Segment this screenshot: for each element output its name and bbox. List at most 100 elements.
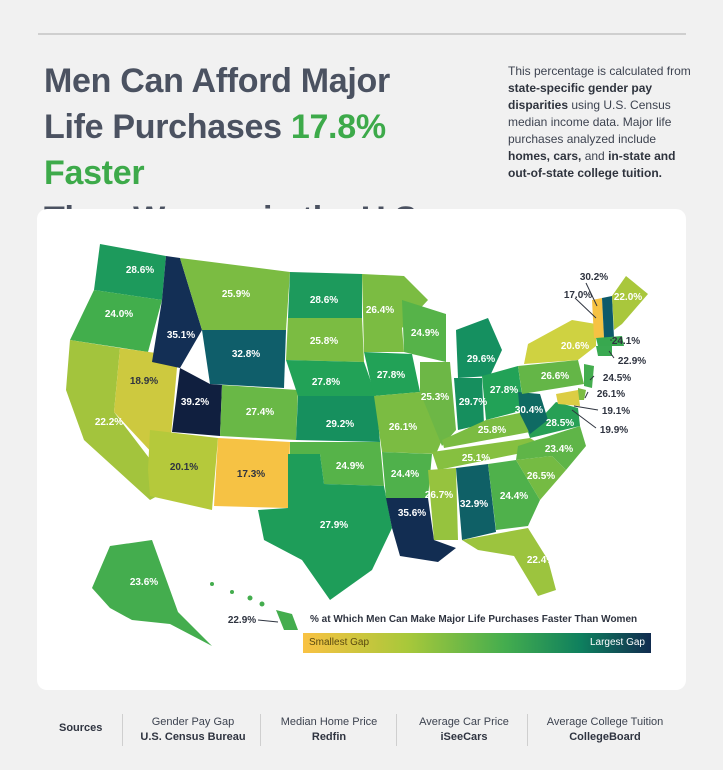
- label-nc: 23.4%: [545, 444, 573, 455]
- state-shape-mt: [180, 258, 290, 330]
- state-shape-nh: [602, 296, 614, 338]
- state-shape-va: [528, 402, 580, 438]
- state-shape-sc: [516, 456, 566, 500]
- source-home-price: Median Home Price Redfin: [280, 716, 378, 743]
- label-nv: 18.9%: [130, 376, 158, 387]
- label-ne: 27.8%: [312, 377, 340, 388]
- label-ms: 26.7%: [425, 490, 453, 501]
- state-shape-ne: [286, 360, 376, 396]
- label-al: 32.9%: [460, 499, 488, 510]
- title-line-1: Men Can Afford Major: [44, 62, 390, 100]
- label-tn: 25.1%: [462, 453, 490, 464]
- label-me: 22.0%: [614, 292, 642, 303]
- label-ca: 22.2%: [95, 417, 123, 428]
- description: This percentage is calculated from state…: [508, 64, 691, 180]
- label-vt: 17.0%: [564, 290, 592, 301]
- label-pa: 26.6%: [541, 371, 569, 382]
- state-shape-pa: [518, 360, 584, 394]
- label-wv: 30.4%: [515, 405, 543, 416]
- state-shape-nj: [584, 364, 594, 388]
- label-ny: 20.6%: [561, 341, 589, 352]
- label-ky: 25.8%: [478, 425, 506, 436]
- sources-label: Sources: [59, 722, 103, 734]
- state-shape-ca: [66, 340, 172, 500]
- state-shape-wa: [94, 244, 166, 300]
- state-shape-wi: [402, 300, 446, 362]
- legend-gradient: Smallest Gap Largest Gap: [303, 633, 651, 653]
- label-la: 35.6%: [398, 508, 426, 519]
- state-shape-tn: [432, 438, 546, 470]
- legend-high-label: Largest Gap: [589, 637, 645, 648]
- state-shape-mi: [456, 318, 502, 378]
- source-car-price: Average Car Price iSeeCars: [419, 716, 509, 743]
- state-shape-sd: [286, 318, 364, 362]
- label-nh: 30.2%: [580, 272, 608, 283]
- state-shape-ga: [488, 460, 540, 530]
- state-shape-il: [420, 362, 456, 446]
- state-shape-la: [386, 498, 456, 562]
- state-shape-az: [148, 430, 218, 510]
- label-ak: 23.6%: [130, 577, 158, 588]
- state-shape-me: [612, 276, 648, 330]
- state-shape-id: [152, 256, 202, 368]
- label-id: 35.1%: [167, 330, 195, 341]
- state-shape-ct: [596, 346, 612, 356]
- label-ar: 24.4%: [391, 469, 419, 480]
- label-wa: 28.6%: [126, 265, 154, 276]
- label-co: 27.4%: [246, 407, 274, 418]
- label-hi: 22.9%: [228, 615, 256, 626]
- label-ok: 24.9%: [336, 461, 364, 472]
- state-shape-de: [578, 388, 586, 400]
- label-va: 28.5%: [546, 418, 574, 429]
- state-shape-al: [456, 464, 496, 540]
- state-shape-md: [556, 390, 580, 406]
- label-wy: 32.8%: [232, 349, 260, 360]
- legend-low-label: Smallest Gap: [309, 637, 370, 648]
- label-nm: 17.3%: [237, 469, 265, 480]
- label-in: 29.7%: [459, 397, 487, 408]
- label-ct: 22.9%: [618, 356, 646, 367]
- source-college-tuition: Average College Tuition CollegeBoard: [546, 716, 664, 743]
- state-shape-ar: [382, 452, 432, 498]
- label-tx: 27.9%: [320, 520, 348, 531]
- label-sc: 26.5%: [527, 471, 555, 482]
- state-shape-ks: [296, 396, 380, 442]
- legend-title: % at Which Men Can Make Major Life Purch…: [310, 614, 638, 625]
- label-de: 26.1%: [597, 389, 625, 400]
- state-shape-ky: [442, 412, 530, 448]
- top-divider: [38, 33, 686, 35]
- state-shape-oh: [482, 366, 524, 420]
- state-shape-or: [70, 290, 162, 352]
- state-shape-nd: [288, 272, 362, 318]
- state-shape-ny: [524, 320, 596, 364]
- state-shape-ms: [428, 468, 458, 540]
- state-shape-nc: [516, 426, 586, 470]
- state-shape-wy: [202, 330, 286, 388]
- state-shape-hi: [276, 610, 298, 630]
- state-shape-nm: [214, 438, 290, 508]
- title-line-2: Life Purchases: [44, 108, 291, 146]
- state-shape-ia: [364, 352, 420, 396]
- label-ga: 24.4%: [500, 491, 528, 502]
- label-oh: 27.8%: [490, 385, 518, 396]
- divider: [527, 714, 528, 746]
- label-wi: 24.9%: [411, 328, 439, 339]
- divider: [260, 714, 261, 746]
- label-fl: 22.4%: [527, 555, 555, 566]
- sources-footer: Sources Gender Pay Gap U.S. Census Burea…: [37, 710, 686, 750]
- state-shape-ok: [290, 442, 384, 486]
- state-shape-tx: [258, 454, 392, 600]
- label-nd: 28.6%: [310, 295, 338, 306]
- state-shape-fl: [462, 528, 556, 596]
- state-shape-mn: [362, 274, 428, 352]
- divider: [396, 714, 397, 746]
- label-ks: 29.2%: [326, 419, 354, 430]
- label-ut: 39.2%: [181, 397, 209, 408]
- label-or: 24.0%: [105, 309, 133, 320]
- label-sd: 25.8%: [310, 336, 338, 347]
- label-nj: 24.5%: [603, 373, 631, 384]
- label-ia: 27.8%: [377, 370, 405, 381]
- state-shape-co: [220, 385, 298, 440]
- label-mi: 29.6%: [467, 354, 495, 365]
